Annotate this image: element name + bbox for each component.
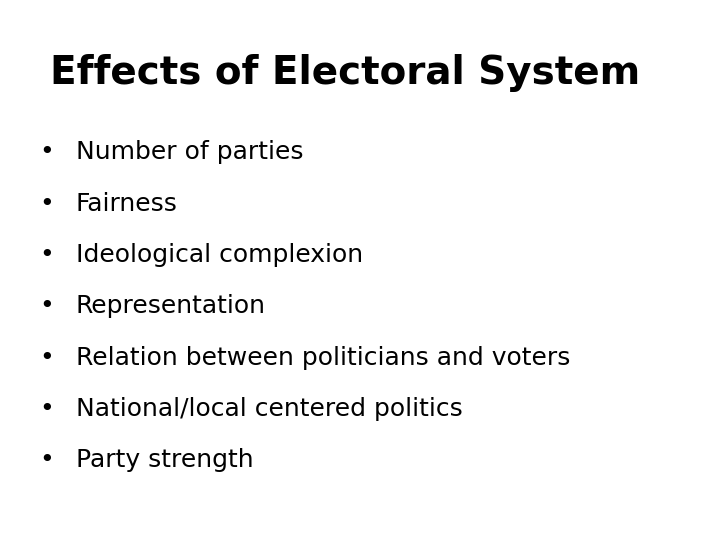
Text: National/local centered politics: National/local centered politics [76,397,462,421]
Text: Number of parties: Number of parties [76,140,303,164]
Text: •: • [40,140,54,164]
Text: Party strength: Party strength [76,448,253,472]
Text: •: • [40,192,54,215]
Text: Fairness: Fairness [76,192,177,215]
Text: •: • [40,294,54,318]
Text: Ideological complexion: Ideological complexion [76,243,363,267]
Text: •: • [40,448,54,472]
Text: •: • [40,346,54,369]
Text: •: • [40,243,54,267]
Text: Effects of Electoral System: Effects of Electoral System [50,54,641,92]
Text: Relation between politicians and voters: Relation between politicians and voters [76,346,570,369]
Text: Representation: Representation [76,294,266,318]
Text: •: • [40,397,54,421]
